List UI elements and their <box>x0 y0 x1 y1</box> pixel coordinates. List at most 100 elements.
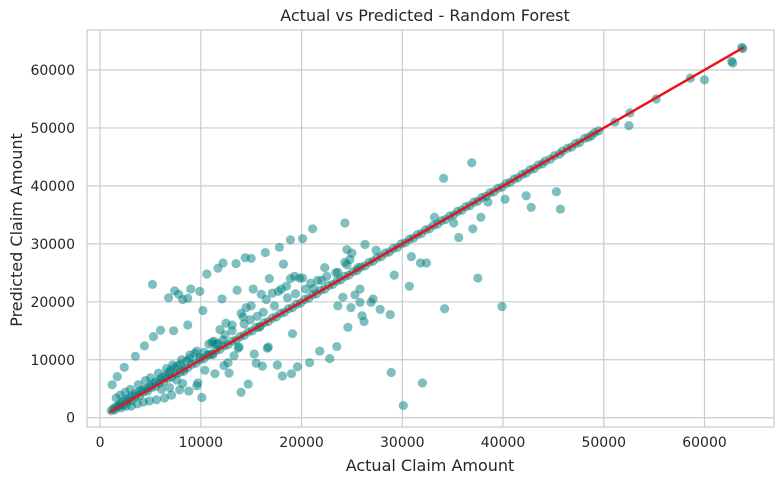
data-point <box>147 279 158 290</box>
data-point <box>130 351 140 361</box>
data-point <box>260 247 270 258</box>
x-tick-label: 30000 <box>380 435 425 451</box>
data-point <box>262 343 272 353</box>
y-tick-label: 30000 <box>30 237 75 253</box>
data-point <box>217 294 227 304</box>
data-point <box>300 284 311 294</box>
data-point <box>139 341 150 351</box>
data-point <box>350 290 360 300</box>
x-tick-label: 50000 <box>581 435 626 451</box>
x-tick-label: 10000 <box>179 435 224 451</box>
data-point <box>347 248 357 258</box>
data-point <box>204 339 214 349</box>
data-point <box>197 392 207 403</box>
data-point <box>473 273 483 283</box>
data-point <box>177 355 187 365</box>
data-point <box>313 275 323 285</box>
data-point <box>320 263 330 273</box>
data-point <box>325 354 335 364</box>
data-point <box>200 365 210 375</box>
data-point <box>389 270 399 280</box>
data-point <box>526 202 536 212</box>
data-point <box>360 239 370 250</box>
data-point <box>308 224 318 234</box>
data-point <box>355 297 365 307</box>
data-point <box>155 325 166 335</box>
data-point <box>183 320 193 330</box>
data-point <box>500 194 510 204</box>
data-point <box>140 376 151 386</box>
y-tick-label: 10000 <box>30 353 75 369</box>
data-point <box>292 362 303 372</box>
data-point <box>386 367 396 378</box>
data-point <box>449 218 459 228</box>
data-point <box>406 252 416 262</box>
data-point <box>240 253 250 263</box>
data-point <box>151 395 162 405</box>
data-point <box>332 341 342 352</box>
data-point <box>555 204 566 214</box>
data-point <box>192 346 202 356</box>
data-point <box>285 235 296 245</box>
data-point <box>521 191 531 201</box>
data-point <box>112 371 122 382</box>
chart-title: Actual vs Predicted - Random Forest <box>280 6 570 25</box>
data-point <box>624 121 634 131</box>
data-point <box>290 289 301 299</box>
data-point <box>438 173 449 183</box>
data-point <box>497 301 507 312</box>
data-point <box>322 271 332 281</box>
x-axis-label: Actual Claim Amount <box>346 456 515 475</box>
data-point <box>223 358 233 368</box>
data-point <box>251 358 261 368</box>
data-point <box>249 349 259 359</box>
data-point <box>305 358 315 368</box>
data-point <box>227 326 237 336</box>
y-tick-label: 50000 <box>30 121 75 137</box>
data-point <box>133 380 143 390</box>
data-point <box>172 375 182 385</box>
data-point <box>398 400 408 411</box>
x-tick-label: 60000 <box>682 435 727 451</box>
plot-frame <box>86 29 775 428</box>
data-point <box>286 369 297 379</box>
y-tick-label: 0 <box>66 411 75 427</box>
data-point <box>213 263 223 273</box>
reference-line-layer <box>108 46 745 414</box>
data-point <box>185 350 195 360</box>
data-point <box>429 212 440 222</box>
data-point <box>159 393 170 403</box>
y-axis-label: Predicted Claim Amount <box>7 133 26 327</box>
data-point <box>483 197 493 207</box>
data-point <box>366 297 376 307</box>
data-point <box>277 371 288 381</box>
y-tick-label: 60000 <box>30 63 75 79</box>
data-point <box>175 385 185 395</box>
data-point <box>167 390 177 400</box>
data-point <box>186 284 196 294</box>
data-point <box>234 342 244 352</box>
data-point <box>468 224 478 234</box>
data-point <box>476 212 486 222</box>
data-point <box>315 346 325 356</box>
data-point <box>256 289 266 299</box>
data-point <box>404 281 414 291</box>
y-tick-label: 20000 <box>30 295 75 311</box>
data-point <box>184 386 194 396</box>
data-point <box>269 301 279 311</box>
data-point <box>243 379 253 389</box>
x-tick-label: 0 <box>96 435 105 451</box>
data-point <box>343 322 353 332</box>
data-point <box>148 331 159 342</box>
data-point <box>346 303 356 313</box>
data-point <box>210 369 220 379</box>
data-point <box>440 304 450 314</box>
data-point <box>551 187 562 197</box>
data-point <box>287 329 298 339</box>
data-point <box>267 288 277 298</box>
data-point <box>198 305 208 316</box>
data-point <box>236 308 246 319</box>
data-point <box>342 260 352 270</box>
data-point <box>236 387 246 397</box>
